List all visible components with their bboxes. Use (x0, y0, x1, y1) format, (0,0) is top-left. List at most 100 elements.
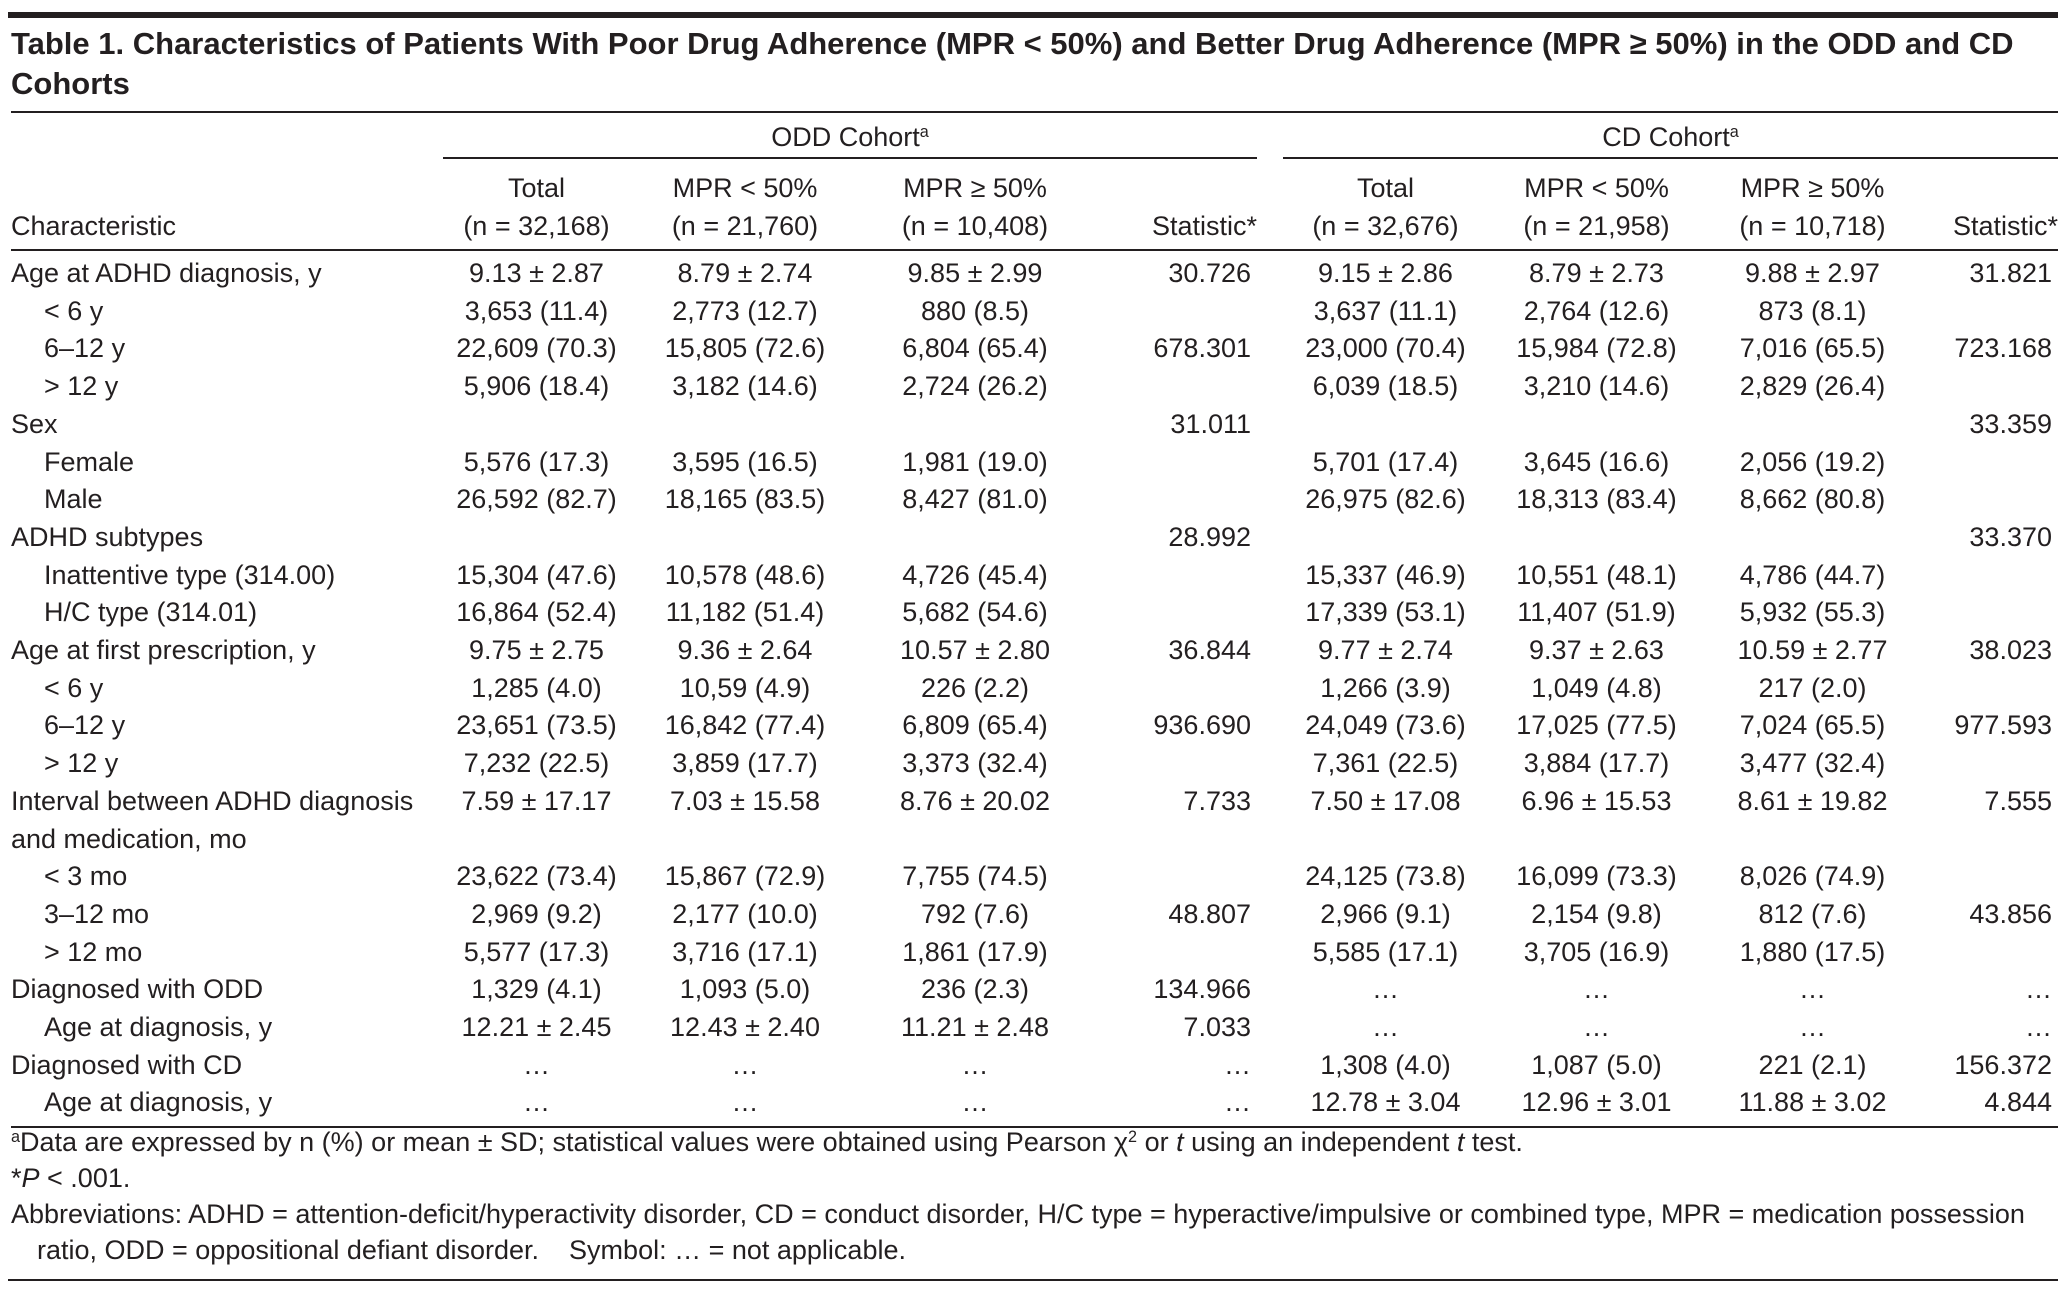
table-row: < 6 y 1,285 (4.0) 10,59 (4.9) 226 (2.2) 1,26… (11, 670, 2058, 708)
gap-cell (1257, 896, 1283, 934)
table-cell: 2,154 (9.8) (1531, 898, 1662, 929)
column-header: Statistic* (1920, 158, 2058, 251)
footnote-mark: a (11, 1128, 21, 1147)
table-cell (860, 406, 1090, 444)
table-cell: 12.96 ± 3.01 (1488, 1084, 1705, 1129)
table-cell: … (2025, 974, 2052, 1005)
table-cell: 678.301 (1153, 333, 1251, 364)
row-label: Male (44, 484, 103, 515)
table-cell: 16,842 (77.4) (664, 710, 826, 741)
table-cell: 1,285 (4.0) (471, 672, 602, 703)
table-cell (1090, 934, 1257, 972)
table-cell: 2,966 (9.1) (1320, 898, 1451, 929)
table-cell (443, 406, 630, 444)
table-cell: 1,329 (4.1) (471, 974, 602, 1005)
table-cell: … (443, 1084, 630, 1129)
title-rule (11, 111, 2058, 113)
table-cell: 38.023 (1969, 635, 2052, 666)
table-cell (1920, 670, 2058, 708)
table-cell: 10.59 ± 2.77 (1737, 635, 1888, 666)
row-label: Age at diagnosis, y (44, 1012, 273, 1043)
footnote-text: using an independent (1183, 1127, 1457, 1157)
table-row: 6–12 y 22,609 (70.3) 15,805 (72.6) 6,804 (6… (11, 330, 2058, 368)
table-cell: 4,726 (45.4) (902, 559, 1048, 590)
gap-cell (1257, 406, 1283, 444)
gap-cell (1257, 1009, 1283, 1047)
table-cell (1090, 481, 1257, 519)
table-cell: 30.726 (1168, 258, 1251, 288)
table-row: > 12 mo 5,577 (17.3) 3,716 (17.1) 1,861 (17… (11, 934, 2058, 972)
table-cell: 3,210 (14.6) (1523, 371, 1670, 402)
row-label: > 12 y (44, 748, 119, 779)
table-cell (1090, 594, 1257, 632)
table-cell: 36.844 (1168, 635, 1251, 666)
table-cell: … (1583, 974, 1610, 1005)
gap-cell (1257, 594, 1283, 632)
table-cell: 8.79 ± 2.73 (1529, 258, 1664, 288)
table-cell: … (1799, 974, 1826, 1005)
table-cell: … (1090, 1084, 1257, 1129)
column-label: MPR ≥ 50% (903, 173, 1047, 203)
table-cell: … (1224, 1049, 1251, 1080)
table-row: < 6 y 3,653 (11.4) 2,773 (12.7) 880 (8.5) 3,… (11, 293, 2058, 331)
table-cell: 10.57 ± 2.80 (900, 635, 1050, 666)
table-title: Table 1. Characteristics of Patients Wit… (11, 26, 2014, 101)
table-cell: … (731, 1049, 759, 1080)
table-cell (860, 519, 1090, 557)
table-cell: 23,651 (73.5) (456, 710, 617, 741)
table-cell: 7,232 (22.5) (463, 748, 610, 779)
table-cell: 8,662 (80.8) (1739, 484, 1886, 515)
column-n: (n = 10,718) (1739, 211, 1886, 241)
table-cell: 28.992 (1168, 521, 1251, 552)
table-cell: … (860, 1084, 1090, 1129)
gap-cell (1257, 670, 1283, 708)
table-cell: 22,609 (70.3) (456, 333, 617, 364)
column-header: Total (n = 32,676) (1283, 158, 1488, 251)
table-cell: 11,407 (51.9) (1517, 597, 1676, 628)
table-cell (1283, 519, 1488, 557)
table-cell: 8,026 (74.9) (1739, 861, 1886, 892)
table-cell: 6,809 (65.4) (902, 710, 1048, 741)
table-cell (1920, 481, 2058, 519)
gap-cell (1257, 783, 1283, 858)
table-cell: 15,867 (72.9) (664, 861, 826, 892)
table-row: Age at diagnosis, y………… 12.78 ± 3.04 12.96… (11, 1084, 2058, 1129)
table-cell (1090, 858, 1257, 896)
table-cell: 7.03 ± 15.58 (670, 785, 820, 816)
group-header-row: ODD Cohorta CD Cohorta (11, 117, 2058, 159)
table-cell: 16,864 (52.4) (456, 597, 617, 628)
table-cell: … (523, 1049, 550, 1080)
table-cell: 11.88 ± 3.02 (1705, 1084, 1920, 1129)
table-cell: 3,884 (17.7) (1523, 748, 1670, 779)
column-header: Characteristic (11, 158, 443, 251)
gap-cell (1257, 557, 1283, 595)
table-cell: 31.821 (1969, 258, 2052, 288)
table-cell: 1,087 (5.0) (1531, 1049, 1662, 1080)
table-cell: 5,577 (17.3) (463, 936, 610, 967)
row-label: 6–12 y (44, 710, 126, 741)
table-row: < 3 mo 23,622 (73.4) 15,867 (72.9) 7,755 (7… (11, 858, 2058, 896)
column-note: * (2047, 211, 2058, 241)
table-cell: 7,024 (65.5) (1739, 710, 1886, 741)
table-cell: 236 (2.3) (920, 974, 1030, 1005)
footnote-mark: * (11, 1163, 22, 1193)
table-row: Age at diagnosis, y 12.21 ± 2.45 12.43 ± 2… (11, 1009, 2058, 1047)
column-header: Statistic* (1090, 158, 1257, 251)
table-cell (443, 519, 630, 557)
footnote: aData are expressed by n (%) or mean ± S… (11, 1124, 2056, 1160)
row-label: Diagnosed with CD (11, 1049, 243, 1080)
table-cell: 48.807 (1168, 898, 1251, 929)
table-cell (1920, 594, 2058, 632)
table-cell: 3,595 (16.5) (672, 446, 818, 477)
table-cell: 7.733 (1183, 785, 1251, 816)
gap-cell (1257, 330, 1283, 368)
table-head: ODD Cohorta CD Cohorta Characteristic Total… (11, 117, 2058, 251)
table-cell: 3,637 (11.1) (1313, 295, 1458, 326)
gap-cell (1257, 632, 1283, 670)
gap-cell (1257, 707, 1283, 745)
table-cell: 7.033 (1183, 1012, 1251, 1043)
table-cell: 8.76 ± 20.02 (900, 785, 1050, 816)
table-cell: 18,165 (83.5) (664, 484, 826, 515)
row-label: Diagnosed with ODD (11, 974, 264, 1005)
footnotes: aData are expressed by n (%) or mean ± S… (11, 1124, 2056, 1268)
